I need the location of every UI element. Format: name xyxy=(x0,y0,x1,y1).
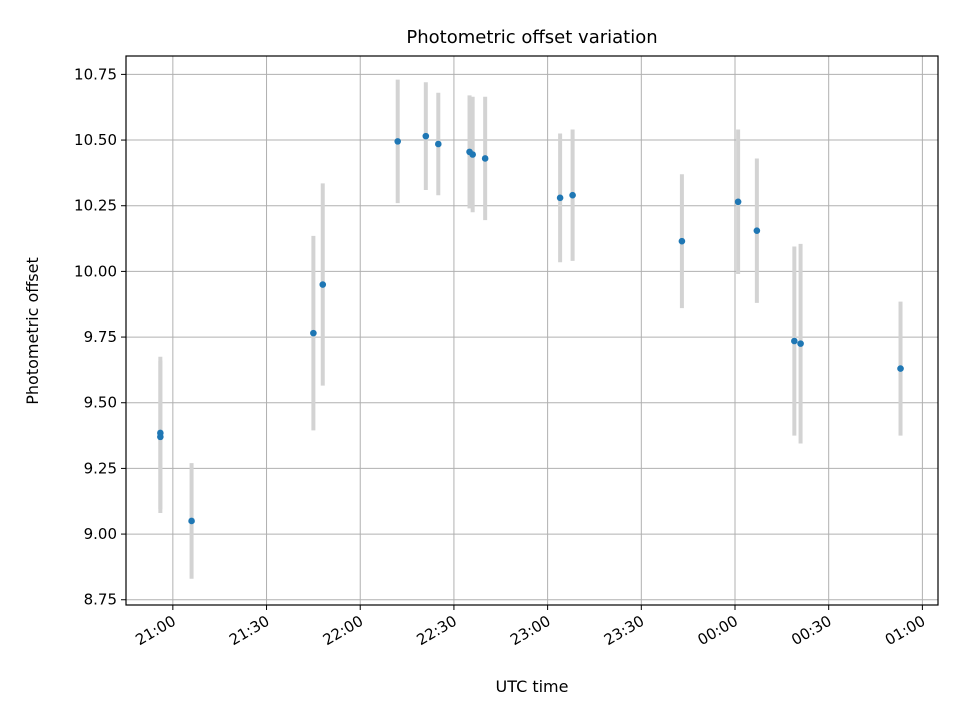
y-tick-label: 10.50 xyxy=(74,131,117,149)
data-point xyxy=(422,132,430,140)
data-point xyxy=(753,227,761,234)
data-point xyxy=(734,198,742,206)
chart-title: Photometric offset variation xyxy=(406,27,657,48)
data-point xyxy=(569,191,576,199)
data-point xyxy=(435,140,442,148)
data-points xyxy=(157,132,904,525)
data-point xyxy=(678,237,686,245)
x-axis-label: UTC time xyxy=(496,677,569,696)
data-point xyxy=(556,194,564,202)
data-point xyxy=(319,281,327,288)
data-point xyxy=(469,151,476,158)
y-tick-label: 9.25 xyxy=(84,459,117,477)
y-tick-label: 9.75 xyxy=(84,328,117,346)
data-point xyxy=(797,340,804,347)
data-point xyxy=(897,365,904,372)
data-point xyxy=(157,429,164,437)
y-tick-label: 10.00 xyxy=(74,262,117,280)
data-point xyxy=(188,517,195,525)
y-tick-label: 10.25 xyxy=(74,197,117,215)
y-axis-label: Photometric offset xyxy=(23,257,42,405)
grid-lines xyxy=(126,56,938,605)
y-tick-label: 10.75 xyxy=(74,65,117,83)
plot-frame xyxy=(125,55,939,606)
y-tick-label: 9.50 xyxy=(84,394,117,412)
data-point xyxy=(791,337,798,345)
data-point xyxy=(310,329,317,337)
data-point xyxy=(394,138,402,145)
y-tick-label: 9.00 xyxy=(84,525,117,543)
data-point xyxy=(481,155,489,162)
y-axis-ticks: 8.75 9.00 9.25 9.50 9.75 10.00 10.25 10.50 10.75 xyxy=(74,65,126,609)
y-tick-label: 8.75 xyxy=(84,591,117,609)
